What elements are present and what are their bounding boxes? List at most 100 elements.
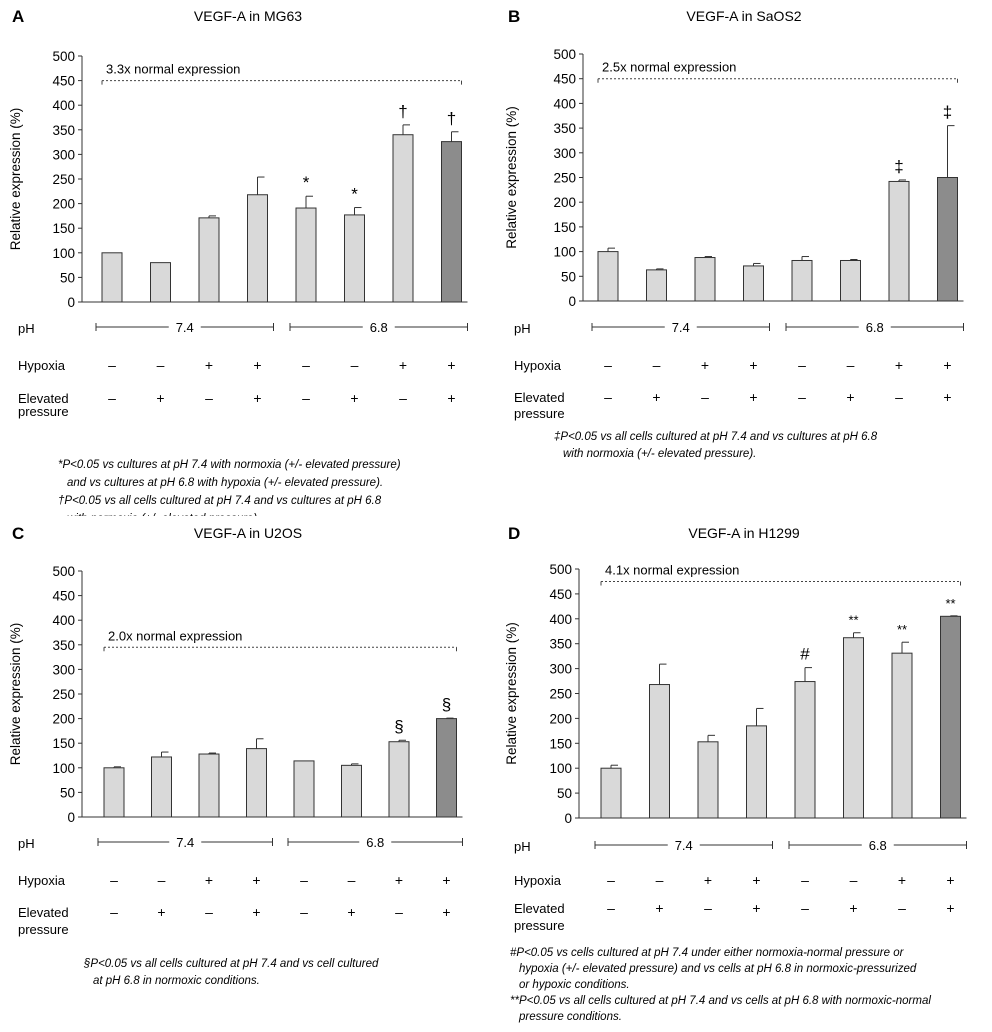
hypoxia-sign: – [604, 357, 612, 373]
bar [344, 214, 365, 303]
hypoxia-sign: + [704, 872, 712, 888]
y-tick-label: 100 [549, 761, 572, 776]
panel-b: B VEGF-A in SaOS2 0 50 100 150 200 250 300 350 400… [496, 0, 992, 516]
bar [600, 767, 622, 819]
footnote-line: at pH 6.8 in normoxic conditions. [93, 975, 260, 987]
bar [743, 265, 764, 302]
significance-marker: ** [897, 622, 907, 637]
y-tick-label: 50 [561, 269, 576, 284]
hypoxia-sign: – [351, 357, 359, 373]
pressure-sign: – [399, 390, 407, 406]
significance-marker: ** [945, 596, 955, 611]
y-axis-label: Relative expression (%) [504, 106, 519, 249]
bar [101, 252, 123, 303]
chart-title: VEGF-A in H1299 [688, 525, 799, 541]
bar [341, 764, 362, 818]
pressure-sign: + [347, 904, 355, 920]
significance-marker: # [800, 645, 810, 664]
ph-group-label: 7.4 [675, 838, 693, 853]
chart-mg63: A VEGF-A in MG63 0 50 100 150 200 250 300 350 400 4… [8, 7, 468, 516]
hypoxia-sign: + [895, 357, 903, 373]
y-tick-label: 300 [549, 662, 572, 677]
y-tick-label: 400 [52, 98, 75, 113]
chart-title: VEGF-A in SaOS2 [686, 8, 801, 24]
ph-label: pH [18, 321, 35, 336]
ph-group-label: 6.8 [366, 835, 384, 850]
pressure-sign: – [302, 390, 310, 406]
pressure-sign: – [895, 389, 903, 405]
y-tick-label: 500 [52, 49, 75, 64]
hypoxia-sign: – [847, 357, 855, 373]
y-tick-label: 200 [549, 711, 572, 726]
pressure-sign: + [946, 900, 954, 916]
y-tick-label: 0 [568, 294, 576, 309]
footnote-line: †P<0.05 vs all cells cultured at pH 7.4 … [58, 495, 382, 507]
chart-u2os: C VEGF-A in U2OS 0 50 100 150 200 250 300 350 400 4… [8, 524, 463, 987]
y-tick-label: 350 [52, 638, 75, 653]
pressure-sign: + [652, 389, 660, 405]
bar [649, 684, 670, 819]
y-tick-label: 500 [549, 562, 572, 577]
y-tick-label: 300 [52, 662, 75, 677]
footnote-line: hypoxia (+/- elevated pressure) and vs c… [519, 963, 917, 975]
hypoxia-sign: + [205, 872, 213, 888]
bar [441, 141, 462, 303]
ph-group-label: 7.4 [176, 835, 194, 850]
chart-title: VEGF-A in U2OS [194, 525, 302, 541]
y-tick-label: 250 [52, 172, 75, 187]
pressure-sign: – [110, 904, 118, 920]
hypoxia-sign: – [653, 357, 661, 373]
bar [247, 194, 268, 303]
bar [694, 257, 716, 302]
ph-group-label: 6.8 [866, 320, 884, 335]
footnote-line: #P<0.05 vs cells cultured at pH 7.4 unde… [510, 947, 905, 959]
hypoxia-sign: + [252, 872, 260, 888]
pressure-sign: – [801, 900, 809, 916]
hypoxia-sign: + [752, 872, 760, 888]
significance-marker: † [398, 102, 407, 121]
pressure-sign: + [253, 390, 261, 406]
hypoxia-sign: + [701, 357, 709, 373]
bracket-label: 3.3x normal expression [106, 62, 240, 77]
hypoxia-label: Hypoxia [18, 873, 66, 888]
pressure-sign: – [205, 390, 213, 406]
pressure-sign: + [749, 389, 757, 405]
pressure-sign: – [300, 904, 308, 920]
bar [791, 259, 813, 302]
y-axis-label: Relative expression (%) [8, 623, 23, 766]
bar [198, 753, 220, 818]
footnote-line: with normoxia (+/- elevated pressure). [67, 513, 260, 516]
significance-marker: ‡ [943, 103, 952, 122]
ph-group-label: 6.8 [370, 320, 388, 335]
y-tick-label: 50 [557, 786, 572, 801]
hypoxia-sign: – [348, 872, 356, 888]
hypoxia-sign: + [749, 357, 757, 373]
pressure-sign: – [704, 900, 712, 916]
chart-h1299: D VEGF-A in H1299 0 50 100 150 200 250 300 350 400… [504, 524, 967, 1023]
pressure-sign: + [655, 900, 663, 916]
ph-group-label: 6.8 [869, 838, 887, 853]
hypoxia-sign: + [205, 357, 213, 373]
pressure-sign: + [752, 900, 760, 916]
footnote-line: *P<0.05 vs cultures at pH 7.4 with normo… [58, 459, 401, 471]
chart-title: VEGF-A in MG63 [194, 8, 302, 24]
pressure-label-line1: Elevated [514, 901, 565, 916]
hypoxia-sign: – [607, 872, 615, 888]
pressure-sign: + [849, 900, 857, 916]
bar [840, 259, 861, 302]
bar [794, 681, 816, 819]
bar [436, 718, 457, 818]
significance-marker: § [394, 717, 403, 736]
pressure-label-line1: Elevated [514, 390, 565, 405]
y-tick-label: 250 [52, 687, 75, 702]
panel-letter: D [508, 524, 520, 543]
panel-letter: B [508, 7, 520, 26]
bar [597, 251, 619, 302]
y-axis-label: Relative expression (%) [504, 622, 519, 765]
panel-a: A VEGF-A in MG63 0 50 100 150 200 250 300 350 400 4… [0, 0, 496, 516]
hypoxia-sign: + [395, 872, 403, 888]
hypoxia-sign: + [946, 872, 954, 888]
bar [392, 134, 414, 303]
bar [103, 767, 125, 818]
pressure-sign: + [846, 389, 854, 405]
